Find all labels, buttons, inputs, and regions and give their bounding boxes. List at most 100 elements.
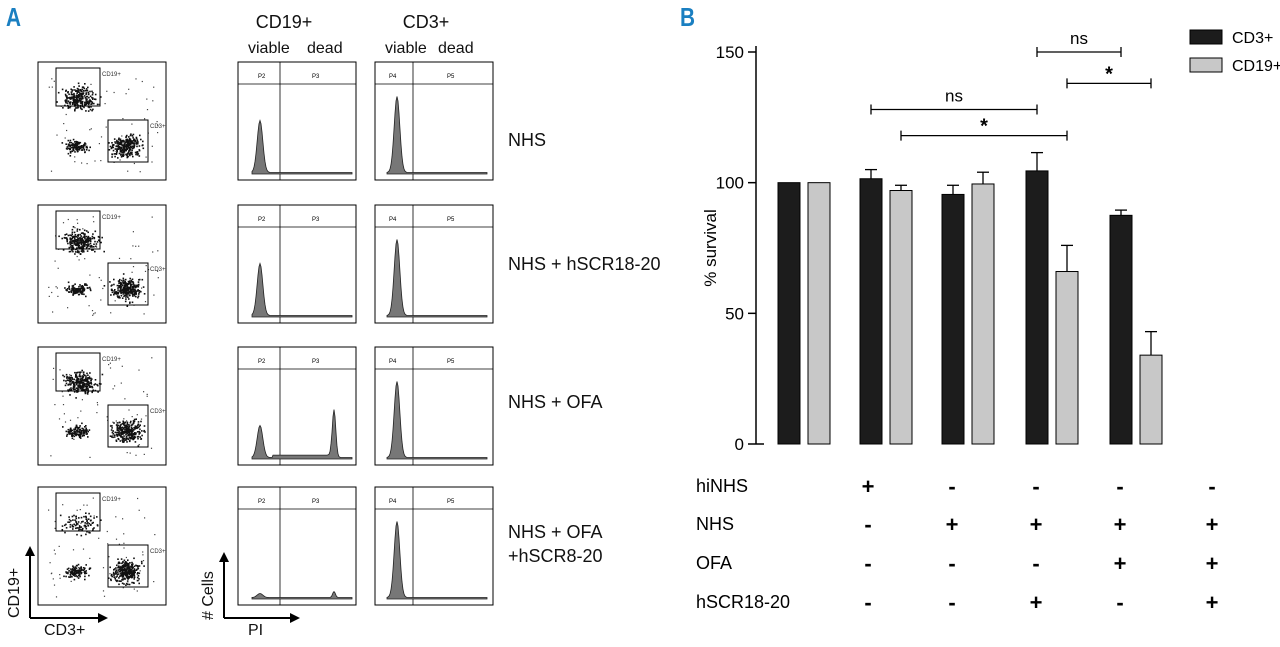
bar-CD3+-group-3 (941, 193, 965, 445)
legend-label-cd3: CD3+ (1232, 30, 1273, 47)
y-tick-label: 100 (716, 174, 744, 193)
gate-p4-label: P4 (389, 217, 397, 223)
hist-cd3-curve (386, 521, 488, 600)
row-label-nhs-ofa: NHS + OFA (508, 392, 603, 412)
legend-swatch-cd19 (1189, 57, 1223, 73)
condition-sign-OFA-4: + (1114, 551, 1127, 576)
gate-cd3 (107, 404, 149, 448)
condition-sign-hSCR18-20-4: - (1116, 590, 1123, 615)
condition-label-hiNHS: hiNHS (696, 476, 748, 496)
gate-p4-label: P4 (389, 499, 397, 505)
scatter-y-label: CD19+ (6, 567, 23, 618)
condition-sign-hiNHS-3: - (1032, 474, 1039, 499)
gate-cd19 (55, 210, 101, 250)
hist-y-arrowhead (219, 552, 229, 562)
row-label-line2: +hSCR8-20 (508, 546, 603, 566)
condition-label-hSCR18-20: hSCR18-20 (696, 592, 790, 612)
condition-sign-NHS-5: + (1206, 512, 1219, 537)
bar-CD19+-group-5 (1139, 354, 1163, 445)
condition-sign-hiNHS-2: - (948, 474, 955, 499)
gate-p5-label: P5 (447, 499, 455, 505)
significance-label: * (1105, 63, 1113, 85)
gate-p2-label: P2 (258, 499, 266, 505)
legend-swatch-cd3 (1189, 29, 1223, 45)
bar-CD19+-group-4 (1055, 271, 1079, 445)
gate-cd3-label: CD3+ (150, 124, 166, 130)
hist-cd19-curve (251, 590, 353, 600)
gate-cd19-label: CD19+ (102, 357, 121, 363)
survival-bar-chart: 0 50 100 150 % survival ns * ns * CD3+ CD19+ hiNHS +… (696, 29, 1280, 615)
hist-y-label: # Cells (200, 571, 217, 620)
bar-CD19+-group-3 (971, 183, 995, 445)
condition-sign-hiNHS-4: - (1116, 474, 1123, 499)
panel-a-axes (25, 546, 300, 623)
gate-p3-label: P3 (312, 74, 320, 80)
condition-label-OFA: OFA (696, 553, 732, 573)
scatter-x-arrowhead (98, 613, 108, 623)
panel-b-letter: B (680, 2, 696, 32)
bar-CD19+-group-2 (889, 190, 913, 445)
gate-p2-label: P2 (258, 217, 266, 223)
row-label-nhs-hscr: NHS + hSCR18-20 (508, 254, 661, 274)
condition-sign-NHS-1: - (864, 512, 871, 537)
flow-cytometry-panel: CD19+ CD3+ P2 P3 P4 P5 CD19+ CD3+ P2 P3 P4 P5 CD19+ C… (37, 61, 494, 606)
header-cd19: CD19+ (255, 12, 313, 32)
gate-cd3-label: CD3+ (150, 409, 166, 415)
scatter-plot-frame (37, 204, 167, 324)
scatter-points (50, 357, 153, 458)
row-label-line1: NHS + OFA (508, 522, 603, 542)
gate-cd19-label: CD19+ (102, 72, 121, 78)
hist-cd19-curve (251, 262, 353, 318)
gate-cd19-label: CD19+ (102, 497, 121, 503)
scatter-x-label: CD3+ (44, 622, 86, 639)
gate-cd3-label: CD3+ (150, 267, 166, 273)
y-tick-label: 50 (725, 304, 744, 323)
condition-sign-hiNHS-1: + (862, 474, 875, 499)
hist-cd19-curve (251, 119, 353, 175)
condition-sign-OFA-3: - (1032, 551, 1039, 576)
hist-x-arrowhead (290, 613, 300, 623)
header-cd19-viable: viable (248, 40, 290, 57)
condition-sign-NHS-2: + (946, 512, 959, 537)
hist-x-label: PI (248, 622, 264, 639)
scatter-points (48, 497, 156, 598)
bar-CD3+-group-5 (1109, 214, 1133, 445)
significance-label: * (980, 116, 988, 138)
condition-sign-NHS-3: + (1030, 512, 1043, 537)
gate-p4-label: P4 (389, 74, 397, 80)
gate-p3-label: P3 (312, 499, 320, 505)
hist-cd3-curve (386, 381, 488, 460)
y-tick-label: 0 (735, 435, 744, 454)
condition-sign-hiNHS-5: - (1208, 474, 1215, 499)
condition-sign-OFA-5: + (1206, 551, 1219, 576)
gate-p3-label: P3 (312, 217, 320, 223)
gate-p2-label: P2 (258, 359, 266, 365)
header-cd3: CD3+ (402, 12, 450, 32)
hist-cd19-frame (237, 486, 357, 606)
condition-sign-NHS-4: + (1114, 512, 1127, 537)
gate-p2-label: P2 (258, 74, 266, 80)
scatter-plot-frame (37, 346, 167, 466)
gate-p5-label: P5 (447, 359, 455, 365)
significance-label: ns (1070, 29, 1088, 48)
row-label-nhs-ofa-hscr: NHS + OFA +hSCR8-20 (508, 520, 603, 568)
header-cd3-dead: dead (438, 40, 474, 57)
hist-cd19-curve (251, 409, 353, 460)
gate-p3-label: P3 (312, 359, 320, 365)
condition-sign-hSCR18-20-5: + (1206, 590, 1219, 615)
gate-p5-label: P5 (447, 217, 455, 223)
gate-cd3 (107, 262, 149, 306)
hist-cd3-curve (386, 96, 488, 175)
condition-sign-hSCR18-20-1: - (864, 590, 871, 615)
hist-cd3-curve (386, 239, 488, 318)
gate-cd19 (55, 67, 101, 107)
scatter-plot-frame (37, 61, 167, 181)
condition-sign-OFA-2: - (948, 551, 955, 576)
header-cd3-viable: viable (385, 40, 427, 57)
bar-CD3+-group-1 (777, 182, 801, 445)
bar-CD3+-group-2 (859, 178, 883, 445)
gate-p4-label: P4 (389, 359, 397, 365)
significance-label: ns (945, 86, 963, 105)
condition-sign-hSCR18-20-2: - (948, 590, 955, 615)
condition-sign-hSCR18-20-3: + (1030, 590, 1043, 615)
